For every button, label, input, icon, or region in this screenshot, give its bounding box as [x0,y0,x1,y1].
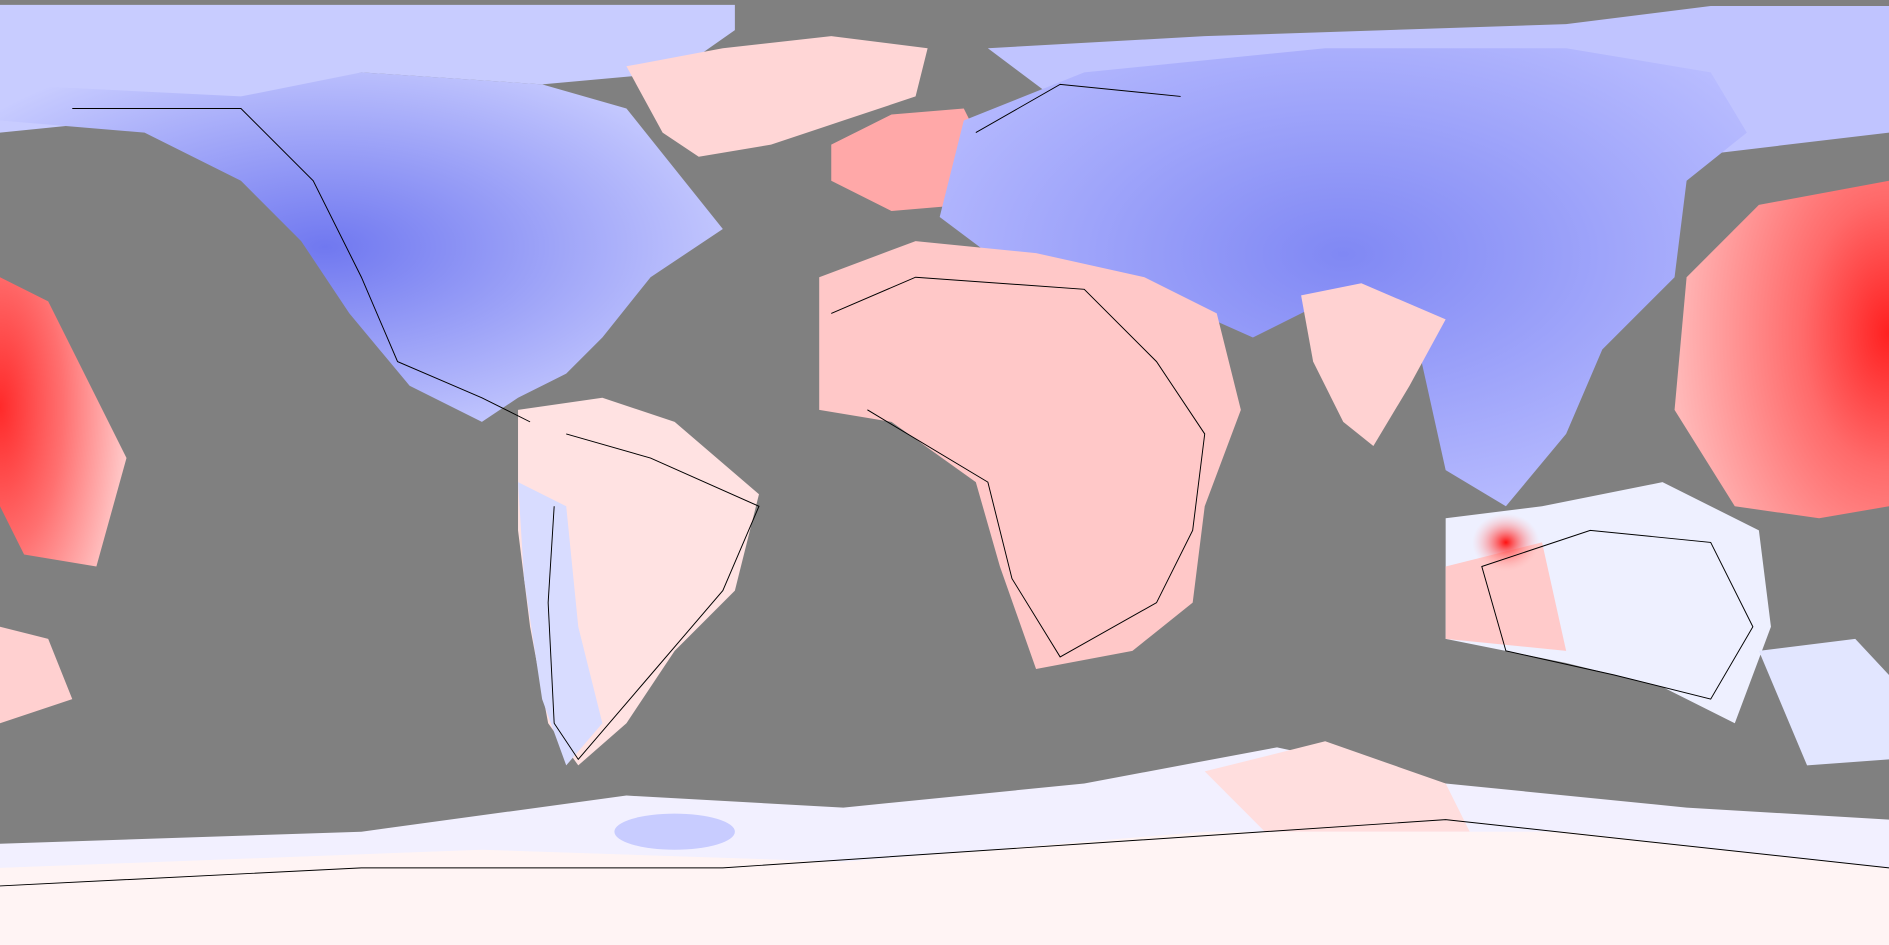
antarctic-warm [1204,741,1470,832]
andes [518,482,603,766]
new-zealand [1758,638,1889,766]
pacific-west [0,277,127,567]
north-america [0,72,723,422]
pacific-southwest [0,626,73,724]
greenland [626,36,928,157]
west-australia [1445,542,1567,651]
hotspot [1472,513,1540,572]
coastlines [0,83,1889,887]
antarctica [0,831,1889,945]
pacific-east [1674,180,1889,519]
africa [819,241,1241,669]
india [1301,283,1446,446]
antarctic-cool [614,813,735,850]
eurasia [939,48,1747,507]
